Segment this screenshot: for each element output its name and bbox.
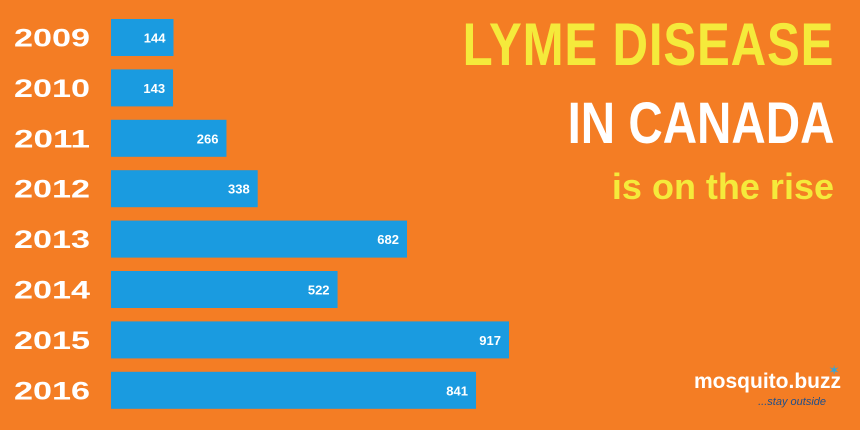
value-label-2009: 144 xyxy=(144,31,166,46)
year-label-2013: 2013 xyxy=(14,226,90,254)
logo-tagline: ...stay outside xyxy=(758,396,826,408)
value-label-2010: 143 xyxy=(143,81,165,96)
value-label-2013: 682 xyxy=(377,232,399,247)
value-label-2016: 841 xyxy=(446,383,468,398)
value-label-2012: 338 xyxy=(228,182,250,197)
bar-chart: 2009 144 2010 143 2011 266 2012 338 2013 682 2014 5… xyxy=(14,19,509,409)
year-label-2010: 2010 xyxy=(14,75,90,103)
logo-name: mosquito.buzz xyxy=(694,370,841,393)
value-label-2014: 522 xyxy=(308,283,330,298)
title-line-1: LYME DISEASE xyxy=(462,11,834,78)
bar-2012 xyxy=(111,170,258,208)
bar-2009 xyxy=(111,19,174,56)
title-line-2: IN CANADA xyxy=(567,91,834,156)
bar-2016 xyxy=(111,371,477,409)
brand-logo: mosquito.buzz ✶ ...stay outside xyxy=(694,362,841,416)
year-label-2015: 2015 xyxy=(14,327,90,355)
year-label-2009: 2009 xyxy=(14,25,90,53)
year-label-2016: 2016 xyxy=(14,377,90,405)
title-line-3: is on the rise xyxy=(611,166,834,207)
year-label-2014: 2014 xyxy=(14,277,90,305)
bar-2011 xyxy=(111,119,227,157)
sparkle-icon: ✶ xyxy=(828,362,840,378)
year-label-2012: 2012 xyxy=(14,176,90,204)
value-label-2011: 266 xyxy=(197,131,219,146)
bar-2010 xyxy=(111,69,174,107)
year-label-2011: 2011 xyxy=(14,125,90,153)
value-label-2015: 917 xyxy=(479,333,501,348)
bar-2014 xyxy=(111,271,338,308)
bar-2015 xyxy=(111,321,509,359)
bar-2013 xyxy=(111,220,408,258)
